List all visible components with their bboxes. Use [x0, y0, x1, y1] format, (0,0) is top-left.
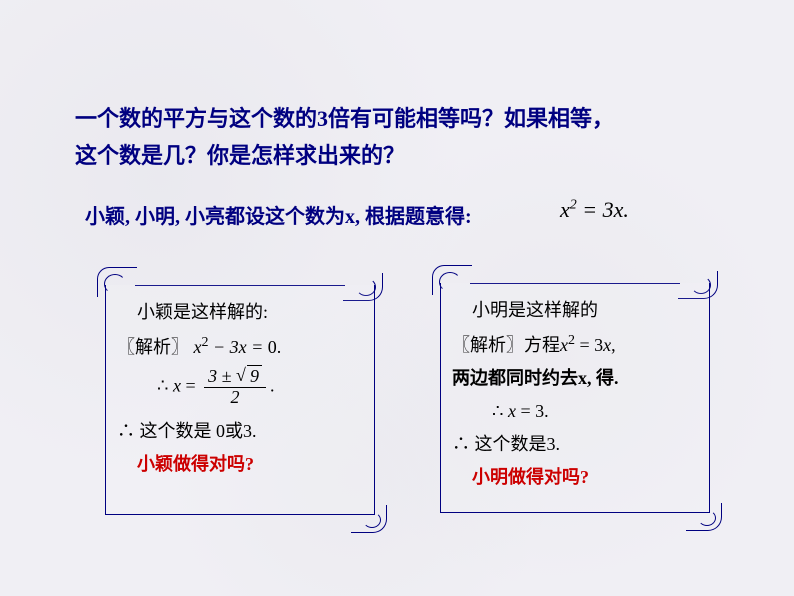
- right-step1: 〖解析〗方程x2 = 3x,: [452, 330, 702, 359]
- question-line1: 一个数的平方与这个数的3倍有可能相等吗？如果相等，: [75, 100, 734, 137]
- question-block: 一个数的平方与这个数的3倍有可能相等吗？如果相等， 这个数是几？你是怎样求出来的…: [75, 100, 734, 175]
- right-title: 小明是这样解的: [452, 297, 702, 324]
- setup-equation: x2 = 3x.: [560, 197, 629, 223]
- left-title: 小颖是这样解的:: [117, 299, 367, 326]
- step1-prefix: 〖解析〗方程: [452, 335, 560, 355]
- scroll-xiaoying: 小颖是这样解的: 〖解析〗 x2 − 3x = 0. ∴ x = 3 ± 9 2…: [95, 265, 385, 525]
- right-prompt: 小明做得对吗?: [452, 464, 702, 491]
- question-line2: 这个数是几？你是怎样求出来的？: [75, 137, 734, 174]
- scroll-curl-icon: [686, 503, 722, 531]
- step1-prefix: 〖解析〗: [117, 337, 189, 357]
- right-step4: ∴ 这个数是3.: [452, 431, 702, 458]
- left-prompt: 小颖做得对吗?: [117, 451, 367, 478]
- left-step2: ∴ x = 3 ± 9 2 .: [117, 367, 367, 408]
- setup-text: 小颖, 小明, 小亮都设这个数为x, 根据题意得:: [85, 200, 472, 229]
- right-step3: ∴ x = 3.: [452, 398, 702, 425]
- right-step2: 两边都同时约去x, 得.: [452, 365, 702, 392]
- left-step3: ∴ 这个数是 0或3.: [117, 418, 367, 445]
- scroll-curl-icon: [351, 505, 387, 533]
- scroll-content: 小明是这样解的 〖解析〗方程x2 = 3x, 两边都同时约去x, 得. ∴ x …: [452, 297, 702, 497]
- scroll-xiaoming: 小明是这样解的 〖解析〗方程x2 = 3x, 两边都同时约去x, 得. ∴ x …: [430, 263, 720, 523]
- scroll-content: 小颖是这样解的: 〖解析〗 x2 − 3x = 0. ∴ x = 3 ± 9 2…: [117, 299, 367, 484]
- left-step1: 〖解析〗 x2 − 3x = 0.: [117, 332, 367, 361]
